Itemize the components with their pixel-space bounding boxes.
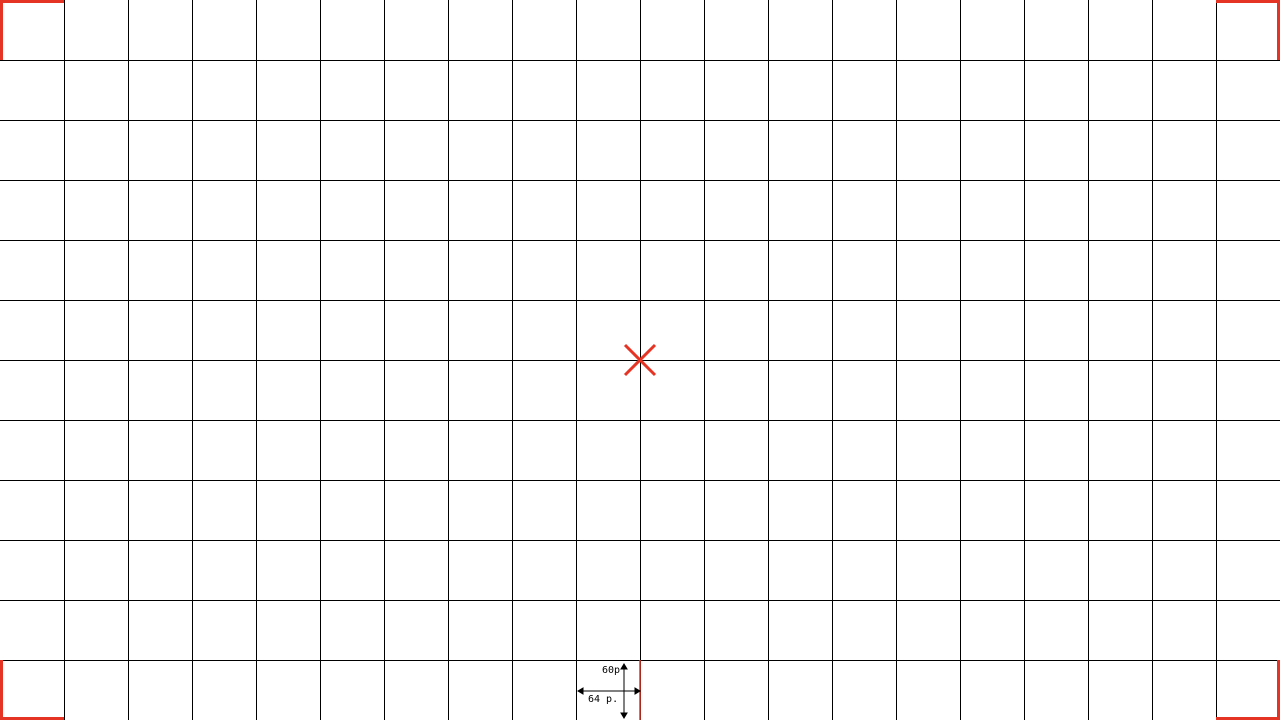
corner-bracket-icon — [1216, 0, 1280, 60]
dimension-legend: 60p 64 p. — [577, 663, 641, 719]
corner-bracket-icon — [0, 0, 64, 60]
height-label: 60p — [602, 665, 620, 676]
corner-bracket-icon — [0, 660, 64, 720]
dimension-arrows-icon — [577, 663, 641, 719]
width-label: 64 p. — [588, 694, 618, 705]
x-mark-icon — [623, 343, 657, 377]
corner-bracket-icon — [1216, 660, 1280, 720]
